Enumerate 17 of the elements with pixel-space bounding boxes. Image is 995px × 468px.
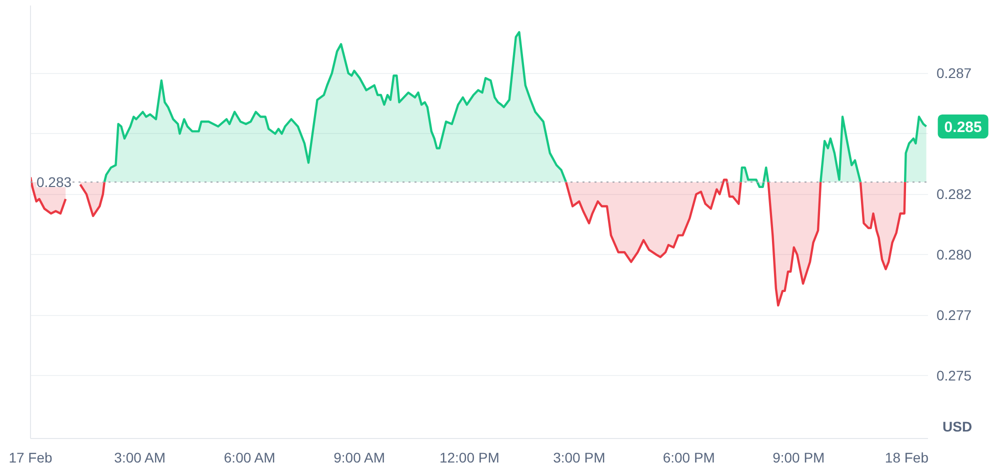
y-tick-label: 0.282: [936, 186, 972, 202]
x-tick-label: 3:00 AM: [114, 450, 166, 466]
x-tick-label: 3:00 PM: [553, 450, 606, 466]
x-tick-label: 9:00 AM: [334, 450, 386, 466]
y-tick-label: 0.277: [936, 307, 972, 324]
x-tick-label: 18 Feb: [884, 450, 929, 466]
y-axis-title: USD: [942, 418, 972, 434]
y-tick-label: 0.275: [936, 368, 972, 384]
ref-line-label: 0.283: [36, 174, 72, 190]
annotation: 0.285: [944, 118, 982, 136]
x-tick-label: 12:00 PM: [439, 450, 500, 466]
x-tick-label: 6:00 PM: [662, 450, 715, 466]
x-tick-label: 9:00 PM: [772, 450, 825, 466]
x-tick-label: 6:00 AM: [224, 450, 276, 466]
x-tick-label: 17 Feb: [8, 450, 53, 466]
y-tick-label: 0.287: [936, 65, 972, 82]
y-tick-label: 0.280: [936, 246, 972, 263]
